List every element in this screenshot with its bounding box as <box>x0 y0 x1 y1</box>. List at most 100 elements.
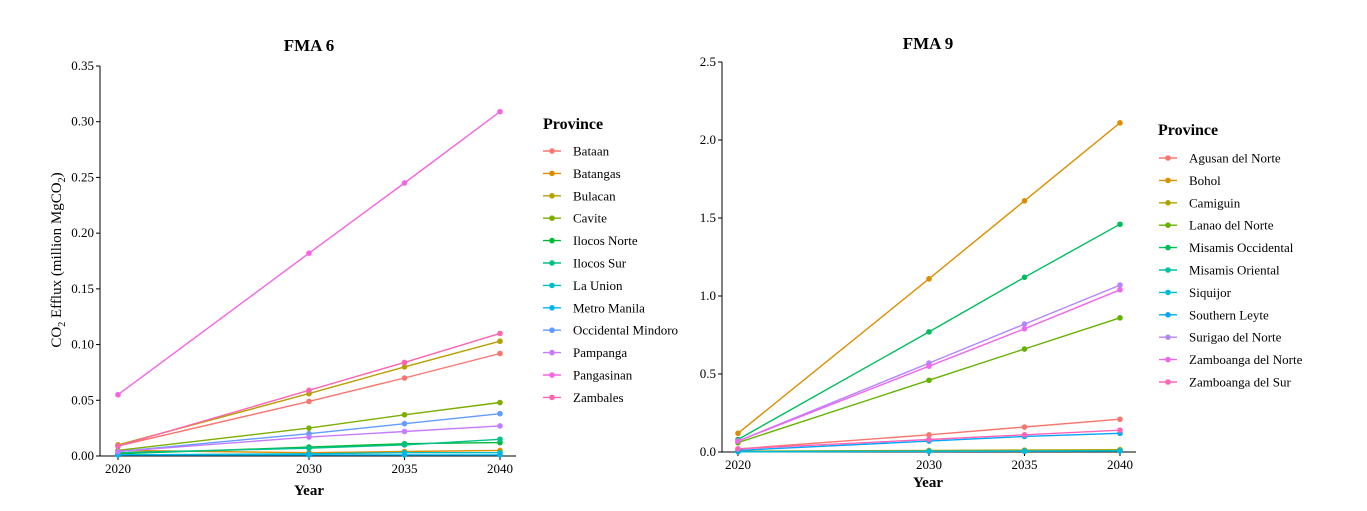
legend-label: Surigao del Norte <box>1189 330 1282 345</box>
x-tick-label: 2035 <box>392 461 418 476</box>
data-point <box>497 410 503 417</box>
legend-item: Siquijor <box>1159 285 1232 300</box>
legend-label: Agusan del Norte <box>1189 151 1281 166</box>
legend-label: La Union <box>573 278 623 293</box>
data-point <box>926 432 932 438</box>
legend-label: Ilocos Sur <box>573 256 627 271</box>
legend-label: Siquijor <box>1189 285 1232 300</box>
series-line <box>737 289 1121 442</box>
y-tick-label: 1.5 <box>700 210 716 225</box>
data-point <box>401 359 408 366</box>
series-metro-manila <box>115 452 503 458</box>
legend-label: Zamboanga del Sur <box>1189 375 1291 390</box>
x-tick-label: 2020 <box>725 457 751 472</box>
legend-key-point <box>549 237 555 244</box>
x-tick-label: 2020 <box>105 461 131 476</box>
legend-key-point <box>1165 267 1171 273</box>
legend-item: Pampanga <box>543 345 627 360</box>
legend-key-point <box>1165 356 1171 363</box>
legend-item: Batangas <box>543 166 621 181</box>
x-tick-label: 2030 <box>916 457 942 472</box>
y-tick-label: 0.05 <box>71 392 94 407</box>
data-point <box>1117 120 1123 126</box>
series-line <box>117 332 501 447</box>
data-point <box>1117 427 1123 433</box>
data-point <box>497 338 503 345</box>
series-line <box>117 111 501 396</box>
legend-key-point <box>1165 200 1171 206</box>
data-point <box>735 446 741 452</box>
legend-item: Ilocos Sur <box>543 256 627 271</box>
legend-key-point <box>1165 312 1171 318</box>
data-point <box>401 420 408 427</box>
x-tick-label: 2035 <box>1012 457 1038 472</box>
data-point <box>401 364 408 370</box>
y-tick-label: 0.5 <box>700 366 716 381</box>
y-tick-label: 0.0 <box>700 444 716 459</box>
legend-label: Lanao del Norte <box>1189 218 1274 233</box>
series-misamis-occidental <box>735 221 1123 443</box>
x-tick-label: 2040 <box>1107 457 1133 472</box>
series-agusan-del-norte <box>735 416 1123 452</box>
data-point <box>1021 274 1028 281</box>
series-line <box>737 284 1121 442</box>
data-point <box>1021 432 1028 438</box>
series-pampanga <box>115 423 503 455</box>
y-tick-label: 0.15 <box>71 281 94 296</box>
legend-label: Misamis Occidental <box>1189 240 1294 255</box>
data-point <box>497 108 503 115</box>
legend-key-point <box>1165 334 1171 341</box>
data-point <box>926 448 932 455</box>
series-line <box>737 418 1121 450</box>
data-point <box>926 377 932 384</box>
legend-label: Metro Manila <box>573 300 645 315</box>
data-point <box>497 330 503 337</box>
y-tick-label: 0.10 <box>71 337 94 352</box>
legend-item: Zamboanga del Sur <box>1159 375 1291 390</box>
y-tick-label: 0.20 <box>71 225 94 240</box>
data-point <box>401 428 408 435</box>
data-point <box>115 448 121 455</box>
data-point <box>926 363 932 370</box>
series-bohol <box>735 120 1123 437</box>
data-point <box>926 276 932 282</box>
data-point <box>497 350 503 357</box>
series-line <box>117 340 501 446</box>
legend-label: Camiguin <box>1189 195 1241 210</box>
series-line <box>117 413 501 453</box>
legend-key-point <box>549 327 555 334</box>
chart1-title: FMA 6 <box>284 36 335 55</box>
legend-label: Cavite <box>573 211 607 226</box>
y-tick-label: 2.5 <box>700 54 716 69</box>
series-zamboanga-del-norte <box>735 286 1123 444</box>
legend-key-point <box>549 170 555 177</box>
data-point <box>497 452 503 458</box>
data-point <box>115 391 121 398</box>
legend-key-point <box>1165 155 1171 161</box>
data-point <box>401 180 408 186</box>
legend-label: Bulacan <box>573 188 616 203</box>
data-point <box>306 398 312 405</box>
legend-item: Cavite <box>543 211 607 226</box>
data-point <box>401 375 408 381</box>
data-point <box>401 442 408 448</box>
legend-item: Bataan <box>543 144 610 159</box>
series-line <box>117 352 501 447</box>
data-point <box>306 387 312 394</box>
y-tick-label: 1.0 <box>700 288 716 303</box>
legend-label: Misamis Oriental <box>1189 263 1280 278</box>
y-tick-label: 0.25 <box>71 169 94 184</box>
series-line <box>737 317 1121 444</box>
data-point <box>497 423 503 429</box>
legend-item: Ilocos Norte <box>543 233 638 248</box>
legend-label: Bohol <box>1189 173 1221 188</box>
legend-key-point <box>1165 244 1171 251</box>
legend-label: Batangas <box>573 166 621 181</box>
data-point <box>306 434 312 440</box>
legend-key-point <box>549 305 555 311</box>
legend-item: Bulacan <box>543 188 616 203</box>
legend-item: Misamis Occidental <box>1159 240 1294 255</box>
series-siquijor <box>735 448 1123 455</box>
legend-label: Southern Leyte <box>1189 307 1269 322</box>
